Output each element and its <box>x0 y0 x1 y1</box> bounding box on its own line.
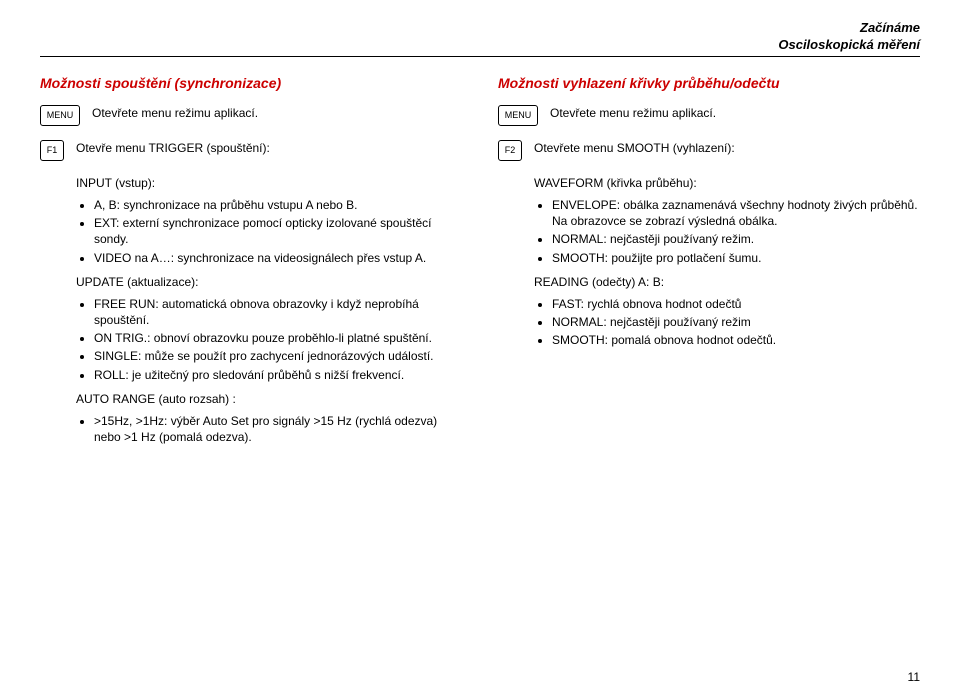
list-item: NORMAL: nejčastěji používaný režim <box>552 314 920 330</box>
list-item: NORMAL: nejčastěji používaný režim. <box>552 231 920 247</box>
waveform-list: ENVELOPE: obálka zaznamenává všechny hod… <box>534 197 920 266</box>
right-sub-body: WAVEFORM (křivka průběhu): ENVELOPE: obá… <box>534 175 920 349</box>
input-list: A, B: synchronizace na průběhu vstupu A … <box>76 197 462 266</box>
f2-key: F2 <box>498 140 522 161</box>
list-item: VIDEO na A…: synchronizace na videosigná… <box>94 250 462 266</box>
left-sub-body: INPUT (vstup): A, B: synchronizace na pr… <box>76 175 462 446</box>
f1-key: F1 <box>40 140 64 161</box>
list-item: A, B: synchronizace na průběhu vstupu A … <box>94 197 462 213</box>
right-fn-row: F2 Otevřete menu SMOOTH (vyhlazení): <box>498 140 920 161</box>
list-item: SINGLE: může se použít pro zachycení jed… <box>94 348 462 364</box>
update-list: FREE RUN: automatická obnova obrazovky i… <box>76 296 462 383</box>
left-title: Možnosti spouštění (synchronizace) <box>40 75 462 91</box>
waveform-label: WAVEFORM (křivka průběhu): <box>534 175 920 191</box>
header-line-1: Začínáme <box>40 20 920 37</box>
autorange-label: AUTO RANGE (auto rozsah) : <box>76 391 462 407</box>
header-rule <box>40 56 920 57</box>
list-item: >15Hz, >1Hz: výběr Auto Set pro signály … <box>94 413 462 445</box>
reading-list: FAST: rychlá obnova hodnot odečtů NORMAL… <box>534 296 920 349</box>
left-column: Možnosti spouštění (synchronizace) MENU … <box>40 75 462 450</box>
header-line-2: Osciloskopická měření <box>40 37 920 54</box>
list-item: FREE RUN: automatická obnova obrazovky i… <box>94 296 462 328</box>
left-open-trigger: Otevře menu TRIGGER (spouštění): <box>76 140 462 156</box>
right-title: Možnosti vyhlazení křivky průběhu/odečtu <box>498 75 920 91</box>
list-item: FAST: rychlá obnova hodnot odečtů <box>552 296 920 312</box>
list-item: EXT: externí synchronizace pomocí optick… <box>94 215 462 247</box>
update-label: UPDATE (aktualizace): <box>76 274 462 290</box>
list-item: ON TRIG.: obnoví obrazovku pouze proběhl… <box>94 330 462 346</box>
input-label: INPUT (vstup): <box>76 175 462 191</box>
left-open-app: Otevřete menu režimu aplikací. <box>92 105 462 121</box>
left-fn-row: F1 Otevře menu TRIGGER (spouštění): <box>40 140 462 161</box>
list-item: SMOOTH: použijte pro potlačení šumu. <box>552 250 920 266</box>
right-open-smooth: Otevřete menu SMOOTH (vyhlazení): <box>534 140 920 156</box>
right-menu-row: MENU Otevřete menu režimu aplikací. <box>498 105 920 126</box>
content-columns: Možnosti spouštění (synchronizace) MENU … <box>40 75 920 450</box>
list-item: ROLL: je užitečný pro sledování průběhů … <box>94 367 462 383</box>
menu-key: MENU <box>498 105 538 126</box>
list-item: ENVELOPE: obálka zaznamenává všechny hod… <box>552 197 920 229</box>
reading-label: READING (odečty) A: B: <box>534 274 920 290</box>
autorange-list: >15Hz, >1Hz: výběr Auto Set pro signály … <box>76 413 462 445</box>
left-menu-row: MENU Otevřete menu režimu aplikací. <box>40 105 462 126</box>
header-block: Začínáme Osciloskopická měření <box>40 20 920 54</box>
right-open-app: Otevřete menu režimu aplikací. <box>550 105 920 121</box>
list-item: SMOOTH: pomalá obnova hodnot odečtů. <box>552 332 920 348</box>
page-number: 11 <box>908 670 920 684</box>
right-column: Možnosti vyhlazení křivky průběhu/odečtu… <box>498 75 920 450</box>
menu-key: MENU <box>40 105 80 126</box>
